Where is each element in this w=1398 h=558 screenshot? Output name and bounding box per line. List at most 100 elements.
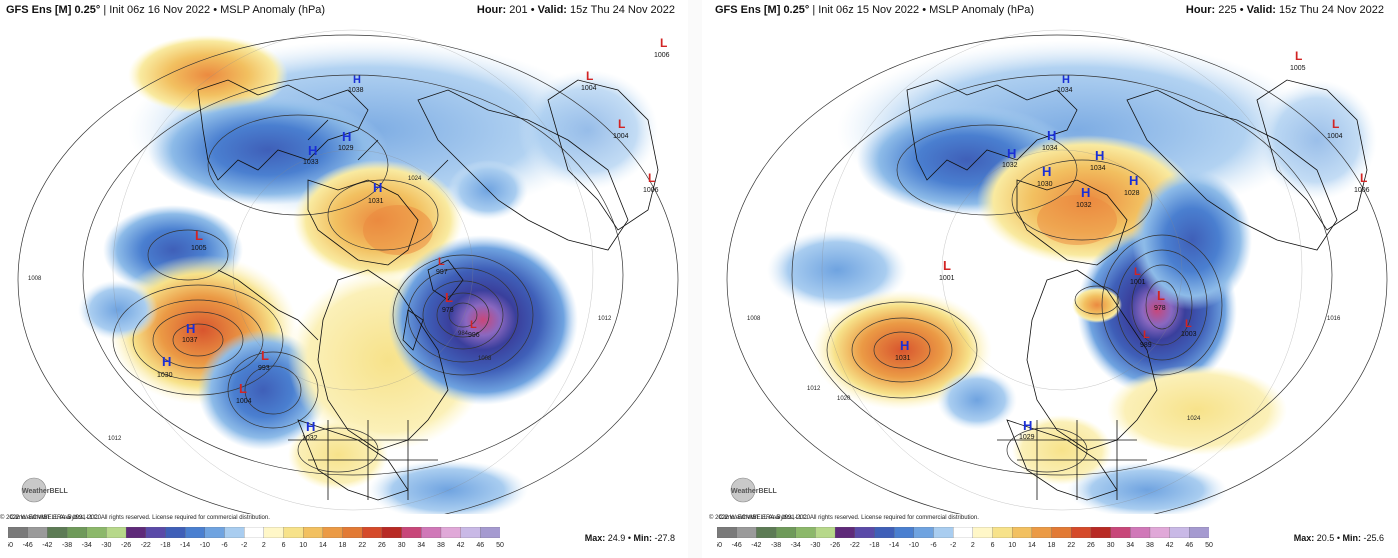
svg-text:1008: 1008 (747, 316, 761, 322)
isobars (17, 34, 679, 514)
svg-text:1008: 1008 (28, 276, 42, 282)
colorbar-swatch (244, 527, 265, 538)
low-center: L 1004 (581, 69, 597, 92)
svg-text:984: 984 (458, 331, 469, 337)
colorbar-swatch (342, 527, 363, 538)
colorbar-swatch (283, 527, 304, 538)
svg-text:L: L (618, 117, 625, 131)
svg-text:1030: 1030 (157, 372, 173, 379)
svg-text:H: H (1023, 418, 1032, 433)
svg-text:WeatherBELL: WeatherBELL (731, 488, 777, 495)
svg-text:1034: 1034 (1090, 165, 1106, 172)
colorbar-swatch (460, 527, 481, 538)
svg-text:H: H (1062, 74, 1070, 86)
panel-divider (688, 0, 702, 558)
colorbar-swatch (953, 527, 974, 538)
colorbar-swatch (1071, 527, 1092, 538)
low-center: L 1006 (654, 36, 670, 59)
colorbar-swatch (27, 527, 49, 538)
svg-text:1005: 1005 (1290, 65, 1306, 72)
colorbar-swatch (303, 527, 324, 538)
svg-text:L: L (239, 381, 247, 396)
colorbar-tick-label: 34 (1126, 542, 1134, 549)
svg-text:1034: 1034 (1042, 145, 1058, 152)
svg-text:1005: 1005 (191, 245, 207, 252)
colorbar-swatch (362, 527, 383, 538)
map-panel-left: GFS Ens [M] 0.25° | Init 06z 16 Nov 2022… (0, 0, 681, 558)
svg-text:993: 993 (258, 365, 270, 372)
colorbar-swatch (106, 527, 127, 538)
svg-text:1016: 1016 (1327, 316, 1341, 322)
colorbar-tick-label: 38 (437, 542, 445, 549)
colorbar-swatch (1189, 527, 1209, 538)
high-center: H 1031 (895, 338, 911, 362)
colorbar-tick-label: 6 (991, 542, 995, 549)
colorbar-swatch (184, 527, 206, 538)
mslp-anomaly-map: 1016 1012 1008 1024 1020 H 1032 H 1034 H 10… (717, 20, 1390, 514)
coastlines (197, 79, 659, 501)
colorbar-tick-label: -30 (810, 542, 820, 549)
colorbar-swatch (1169, 527, 1190, 538)
svg-text:L: L (943, 258, 951, 273)
svg-text:L: L (438, 256, 445, 268)
svg-text:1032: 1032 (1076, 202, 1092, 209)
colorbar-tick-label: 14 (319, 542, 327, 549)
colorbar-swatch (322, 527, 344, 538)
colorbar (717, 527, 1209, 538)
low-center: L 993 (258, 348, 270, 372)
svg-text:L: L (470, 319, 477, 331)
low-center: L 978 (1154, 288, 1166, 312)
low-center: L 1006 (1354, 171, 1370, 194)
svg-text:L: L (1332, 117, 1339, 131)
colorbar-tick-label: -46 (732, 542, 742, 549)
colorbar-swatch (1051, 527, 1072, 538)
graticule (112, 29, 594, 511)
svg-text:L: L (586, 69, 593, 83)
svg-text:1038: 1038 (348, 87, 364, 94)
colorbar-tick-label: -50 (8, 542, 13, 549)
colorbar-tick-label: -34 (791, 542, 801, 549)
low-center: L 1001 (939, 258, 955, 282)
svg-text:H: H (900, 338, 909, 353)
svg-text:1004: 1004 (236, 398, 252, 405)
valid-time: Hour: 225 • Valid: 15z Thu 24 Nov 2022 (1185, 4, 1384, 16)
colorbar-tick-label: -18 (160, 542, 170, 549)
colorbar-swatch (795, 527, 817, 538)
colorbar-swatch (1012, 527, 1033, 538)
svg-text:1006: 1006 (1354, 187, 1370, 194)
isobars (726, 34, 1388, 514)
svg-text:WeatherBELL: WeatherBELL (22, 488, 68, 495)
svg-text:978: 978 (1154, 305, 1166, 312)
colorbar-tick-label: 2 (971, 542, 975, 549)
colorbar-tick-label: -6 (221, 542, 227, 549)
colorbar-swatch (165, 527, 186, 538)
colorbar-swatch (440, 527, 462, 538)
low-center: L 1004 (613, 117, 629, 140)
svg-text:1032: 1032 (302, 435, 318, 442)
svg-text:1033: 1033 (303, 159, 319, 166)
svg-text:1004: 1004 (1327, 133, 1343, 140)
svg-text:1004: 1004 (613, 133, 629, 140)
svg-text:1024: 1024 (1187, 416, 1201, 422)
svg-text:1024: 1024 (408, 176, 422, 182)
colorbar-swatch (775, 527, 797, 538)
colorbar-ticks: -50-46-42-38-34-30-26-22-18-14-10-6-2261… (3, 539, 508, 549)
high-center: H 1028 (1124, 173, 1140, 197)
colorbar-tick-label: 22 (358, 542, 366, 549)
colorbar-tick-label: -46 (23, 542, 33, 549)
colorbar-swatch (893, 527, 915, 538)
title-left: GFS Ens [M] 0.25° | Init 06z 16 Nov 2022… (6, 4, 326, 16)
coastlines (906, 79, 1368, 501)
panel-header: GFS Ens [M] 0.25° | Init 06z 16 Nov 2022… (6, 4, 675, 18)
colorbar-tick-label: -34 (82, 542, 92, 549)
svg-text:1020: 1020 (837, 396, 851, 402)
svg-text:L: L (1157, 288, 1165, 303)
svg-text:1028: 1028 (1124, 190, 1140, 197)
colorbar-tick-label: 22 (1067, 542, 1075, 549)
colorbar-swatch (125, 527, 147, 538)
svg-text:H: H (1007, 146, 1016, 161)
